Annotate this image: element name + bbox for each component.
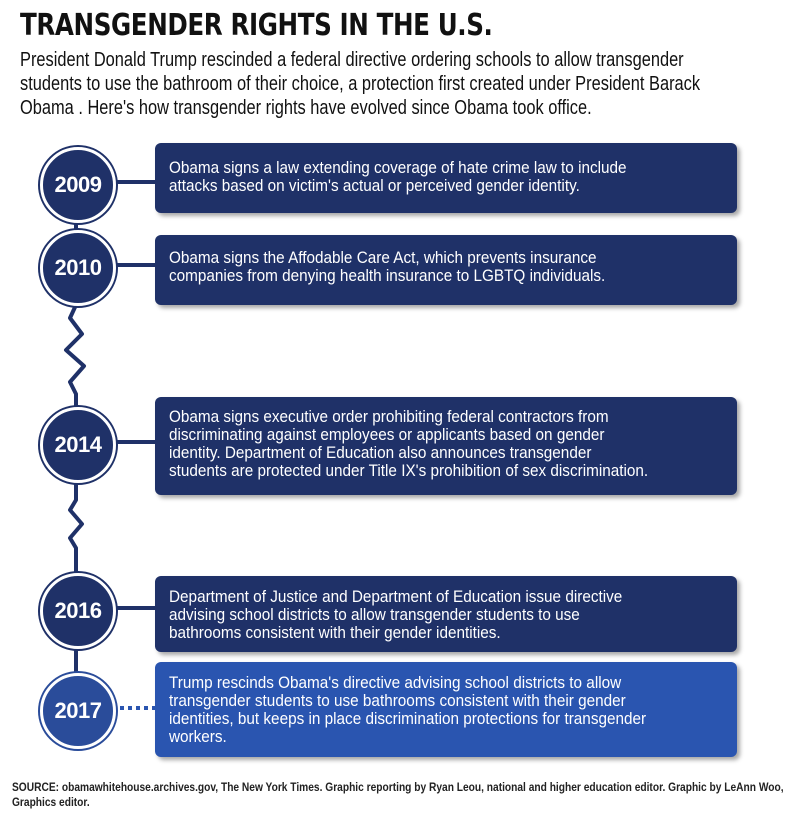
- event-card-2016: Department of Justice and Department of …: [155, 576, 737, 652]
- event-text-line: advising school districts to allow trans…: [169, 605, 580, 624]
- event-text-line: Department of Justice and Department of …: [169, 587, 623, 606]
- year-badge-2016: 2016: [40, 573, 116, 649]
- source-line: SOURCE: obamawhitehouse.archives.gov, Th…: [12, 780, 784, 794]
- event-text-line: Obama signs the Affodable Care Act, whic…: [169, 248, 597, 267]
- event-text-line: students are protected under Title IX's …: [169, 461, 649, 480]
- event-text-line: workers.: [169, 727, 227, 746]
- subtitle-line: students to use the bathroom of their ch…: [20, 73, 701, 95]
- event-card-2017: Trump rescinds Obama's directive advisin…: [155, 662, 737, 757]
- event-text-line: Obama signs executive order prohibiting …: [169, 407, 609, 426]
- year-badge-2017: 2017: [40, 673, 116, 749]
- event-text-line: Obama signs a law extending coverage of …: [169, 158, 627, 177]
- event-card-2009: Obama signs a law extending coverage of …: [155, 143, 737, 213]
- event-text-line: transgender students to use bathrooms co…: [169, 691, 626, 710]
- year-badge-2010: 2010: [40, 230, 116, 306]
- event-card-2010: Obama signs the Affodable Care Act, whic…: [155, 235, 737, 305]
- subtitle: President Donald Trump rescinded a feder…: [20, 48, 758, 120]
- year-badge-2009: 2009: [40, 147, 116, 223]
- source-line: Graphics editor.: [12, 795, 90, 809]
- event-text-line: identities, but keeps in place discrimin…: [169, 709, 647, 728]
- event-card-2014: Obama signs executive order prohibiting …: [155, 397, 737, 495]
- subtitle-line: Obama . Here's how transgender rights ha…: [20, 97, 592, 119]
- event-text-line: attacks based on victim's actual or perc…: [169, 176, 580, 195]
- event-text-line: companies from denying health insurance …: [169, 266, 606, 285]
- timeline-path: [64, 150, 86, 680]
- event-text-line: bathrooms consistent with their gender i…: [169, 623, 501, 642]
- year-badge-2014: 2014: [40, 407, 116, 483]
- subtitle-line: President Donald Trump rescinded a feder…: [20, 49, 684, 71]
- page-title: TRANSGENDER RIGHTS IN THE U.S.: [20, 8, 493, 43]
- event-text-line: identity. Department of Education also a…: [169, 443, 592, 462]
- event-text-line: Trump rescinds Obama's directive advisin…: [169, 673, 622, 692]
- event-text-line: discriminating against employees or appl…: [169, 425, 605, 444]
- source-credit: SOURCE: obamawhitehouse.archives.gov, Th…: [12, 780, 784, 810]
